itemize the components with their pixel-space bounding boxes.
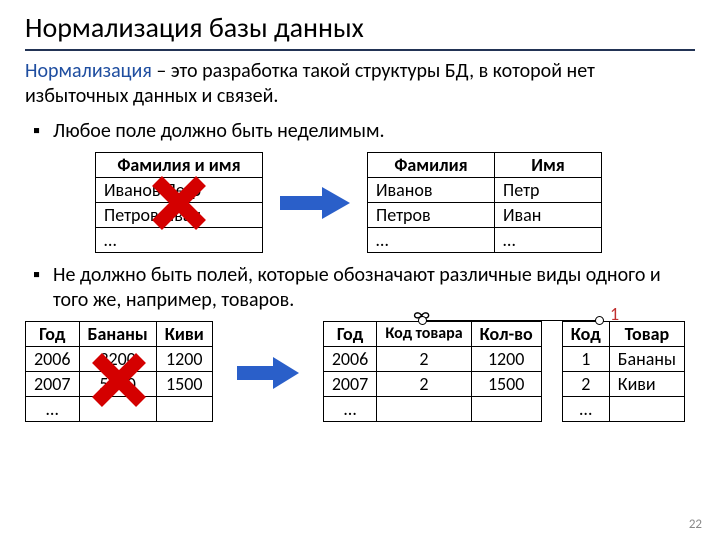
goods-ref-r2c0: … (562, 397, 609, 422)
goods-mid-r2c2 (471, 397, 541, 422)
definition: Нормализация – это разработка такой стру… (25, 59, 695, 109)
goods-area: ∞ 1 Год Бананы Киви 2006 3200 1200 (25, 321, 695, 422)
goods-ref-r1c0: 2 (562, 372, 609, 397)
goods-ref-r2c1 (609, 397, 684, 422)
names-good-r2c0: … (368, 228, 495, 253)
names-good-r1c1: Иван (495, 203, 602, 228)
page-number: 22 (689, 517, 702, 532)
names-good-r1c0: Петров (368, 203, 495, 228)
goods-bad-r2c2 (156, 397, 212, 422)
goods-ref-h0: Код (562, 322, 609, 347)
arrow-right-icon (275, 183, 355, 223)
goods-mid-r0c1: 2 (377, 347, 471, 372)
goods-bad-h1: Бананы (79, 322, 156, 347)
goods-mid-r2c0: … (323, 397, 377, 422)
relation-end-right (595, 316, 604, 325)
relation-line (425, 320, 597, 321)
names-good-r2c1: … (495, 228, 602, 253)
arrow-right-icon (233, 353, 303, 393)
goods-bad-r0c0: 2006 (26, 347, 80, 372)
goods-mid-h0: Год (323, 322, 377, 347)
goods-bad-h0: Год (26, 322, 80, 347)
goods-mid-r1c2: 1500 (471, 372, 541, 397)
names-bad-r2: … (96, 228, 263, 253)
relation-end-left (418, 316, 427, 325)
goods-bad-r2c1 (79, 397, 156, 422)
one-symbol: 1 (610, 303, 619, 325)
goods-bad-r1c2: 1500 (156, 372, 212, 397)
names-bad-r1: Петров Иван (96, 203, 263, 228)
names-good-h1: Имя (495, 153, 602, 178)
names-bad-r0: Иванов Петр (96, 178, 263, 203)
goods-mid-h2: Кол-во (471, 322, 541, 347)
goods-bad-h2: Киви (156, 322, 212, 347)
names-row: Фамилия и имя Иванов Петр Петров Иван … … (95, 152, 695, 253)
goods-bad-r1c0: 2007 (26, 372, 80, 397)
goods-bad-r0c2: 1200 (156, 347, 212, 372)
table-goods-bad: Год Бананы Киви 2006 3200 1200 2007 5600… (25, 321, 213, 422)
goods-ref-r1c1: Киви (609, 372, 684, 397)
bullet-1: Любое поле должно быть неделимым. (53, 119, 695, 144)
names-good-h0: Фамилия (368, 153, 495, 178)
table-goods-mid: Год Код товара Кол-во 2006 2 1200 2007 2… (323, 321, 542, 422)
goods-mid-r0c2: 1200 (471, 347, 541, 372)
names-bad-header: Фамилия и имя (96, 153, 263, 178)
goods-bad-r2c0: … (26, 397, 80, 422)
page-title: Нормализация базы данных (25, 10, 695, 45)
title-rule (25, 49, 695, 51)
names-bad-wrap: Фамилия и имя Иванов Петр Петров Иван … (95, 152, 263, 253)
table-names-good: Фамилия Имя Иванов Петр Петров Иван … … (367, 152, 602, 253)
goods-mid-r2c1 (377, 397, 471, 422)
goods-mid-r0c0: 2006 (323, 347, 377, 372)
names-good-r0c0: Иванов (368, 178, 495, 203)
goods-bad-r1c1: 5600 (79, 372, 156, 397)
names-good-r0c1: Петр (495, 178, 602, 203)
definition-term: Нормализация (25, 59, 152, 83)
goods-bad-r0c1: 3200 (79, 347, 156, 372)
goods-mid-r1c1: 2 (377, 372, 471, 397)
goods-ref-h1: Товар (609, 322, 684, 347)
goods-ref-r0c1: Бананы (609, 347, 684, 372)
bullet-2: Не должно быть полей, которые обозначают… (53, 263, 695, 313)
table-names-bad: Фамилия и имя Иванов Петр Петров Иван … (95, 152, 263, 253)
goods-ref-r0c0: 1 (562, 347, 609, 372)
goods-mid-r1c0: 2007 (323, 372, 377, 397)
table-goods-ref: Код Товар 1 Бананы 2 Киви … (562, 321, 685, 422)
goods-bad-wrap: Год Бананы Киви 2006 3200 1200 2007 5600… (25, 321, 213, 422)
